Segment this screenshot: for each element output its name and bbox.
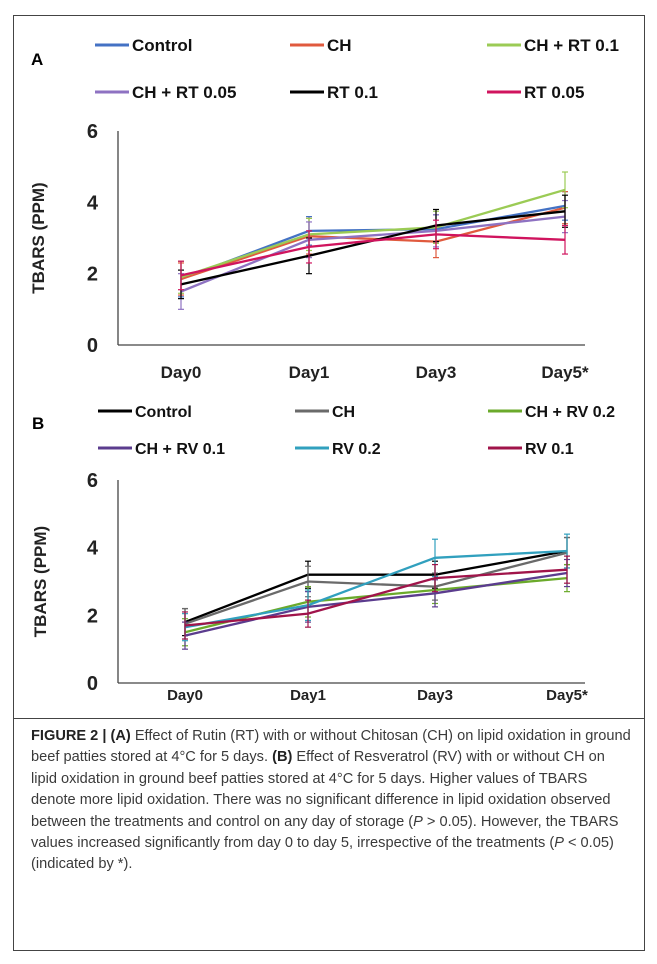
y-tick-label: 2 xyxy=(87,264,98,286)
x-tick-label: Day0 xyxy=(161,363,202,382)
legend-label-rt-0-1: RT 0.1 xyxy=(327,83,378,102)
y-tick-label: 2 xyxy=(87,605,98,627)
caption-label: FIGURE 2 | xyxy=(31,728,111,744)
x-tick-label: Day3 xyxy=(417,687,453,704)
series-line-rv-0-2 xyxy=(184,549,568,629)
legend-label-control: Control xyxy=(132,36,192,55)
panel-label: B xyxy=(32,414,44,433)
caption-b-tag: (B) xyxy=(272,749,293,766)
y-tick-label: 4 xyxy=(87,192,99,214)
caption-a-text: Effect of Rutin (RT) with or without Chi… xyxy=(31,728,631,766)
series-line-control xyxy=(184,549,568,624)
x-tick-label: Day0 xyxy=(167,687,203,704)
y-tick-label: 6 xyxy=(87,121,98,143)
legend-label-ch-rv-0-1: CH + RV 0.1 xyxy=(135,441,225,458)
figure-caption: FIGURE 2 | (A) Effect of Rutin (RT) with… xyxy=(31,726,631,876)
y-tick-label: 0 xyxy=(87,673,98,695)
series-line-ch xyxy=(184,551,568,625)
series-line-rv-0-1 xyxy=(184,568,568,627)
caption-a-tag: (A) xyxy=(110,728,131,744)
legend-label-ch: CH xyxy=(332,404,355,421)
series-line-ch-rv-0-1 xyxy=(184,571,568,637)
y-tick-label: 6 xyxy=(87,470,98,492)
caption-p1-rest: > 0.05). However, the TBARS values incre… xyxy=(31,813,619,852)
chart-panel-b: B Control CH CH + RV 0.2 CH + RV 0.1 RV 0.2 RV… xyxy=(31,404,615,704)
legend-label-rt-0-05: RT 0.05 xyxy=(524,83,584,102)
legend-label-ch-rv-0-2: CH + RV 0.2 xyxy=(525,404,615,421)
y-tick-label: 4 xyxy=(87,538,99,560)
caption-separator xyxy=(13,718,645,719)
caption-p2: P xyxy=(554,835,564,852)
series-line-rt-0-05 xyxy=(180,233,566,277)
x-tick-label: Day3 xyxy=(416,363,457,382)
y-tick-label: 0 xyxy=(87,335,98,357)
x-tick-label: Day5* xyxy=(546,687,588,704)
x-tick-label: Day5* xyxy=(541,363,589,382)
caption-p2-rest: < 0.05) (indicated by *). xyxy=(31,835,614,873)
caption-b-text-1: Effect of Resveratrol (RV) with or witho… xyxy=(31,749,611,830)
y-axis-label: TBARS (PPM) xyxy=(29,182,48,293)
panel-label: A xyxy=(31,50,43,69)
legend-label-rv-0-1: RV 0.1 xyxy=(525,441,574,458)
legend-label-ch-rt-0-05: CH + RT 0.05 xyxy=(132,83,236,102)
chart-panel-a: A Control CH CH + RT 0.1 CH + RT 0.05 RT 0.1 R… xyxy=(29,36,619,382)
x-tick-label: Day1 xyxy=(290,687,326,704)
x-tick-label: Day1 xyxy=(289,363,330,382)
legend-label-ch: CH xyxy=(327,36,352,55)
figure-frame xyxy=(13,15,645,951)
legend-label-ch-rt-0-1: CH + RT 0.1 xyxy=(524,36,619,55)
legend-label-rv-0-2: RV 0.2 xyxy=(332,441,381,458)
series-line-ch-rt-0-05 xyxy=(180,215,566,293)
caption-p1: P xyxy=(413,813,423,830)
series-line-ch-rt-0-1 xyxy=(180,188,566,279)
y-axis-label: TBARS (PPM) xyxy=(31,526,50,637)
legend-label-control: Control xyxy=(135,404,192,421)
